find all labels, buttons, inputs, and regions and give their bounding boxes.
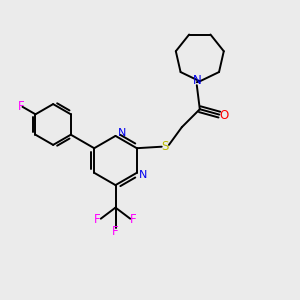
Text: F: F (18, 100, 25, 112)
Text: N: N (118, 128, 126, 139)
Text: N: N (192, 74, 201, 87)
Text: F: F (94, 213, 101, 226)
Text: F: F (112, 225, 119, 238)
Text: N: N (139, 170, 148, 180)
Text: O: O (219, 109, 228, 122)
Text: S: S (162, 140, 169, 153)
Text: F: F (130, 213, 137, 226)
